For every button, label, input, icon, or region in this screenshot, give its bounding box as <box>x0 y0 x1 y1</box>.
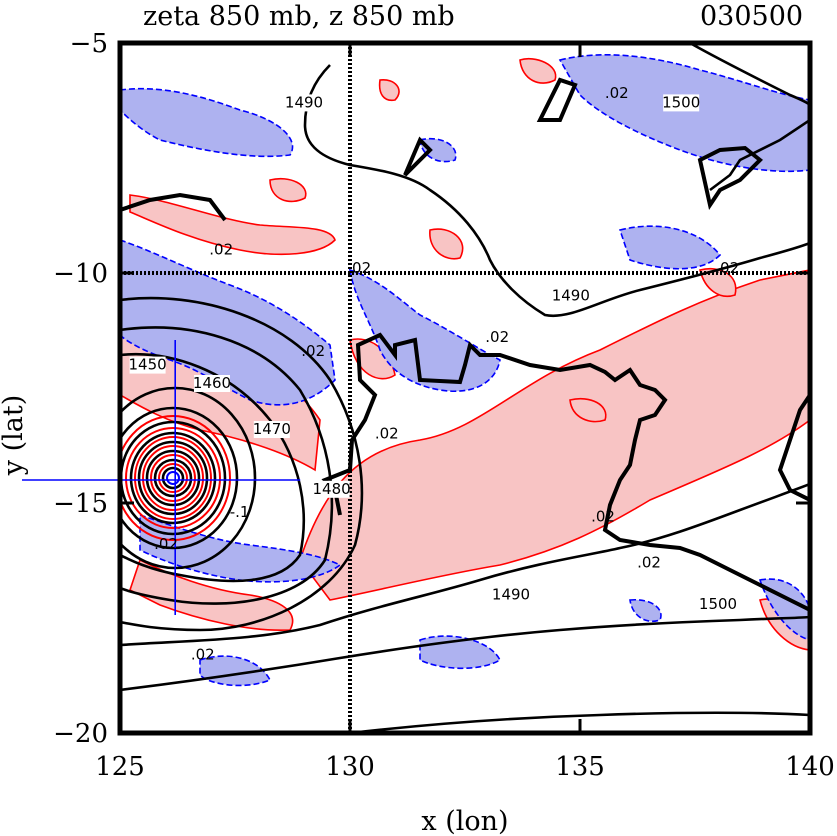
chart-title: zeta 850 mb, z 850 mb <box>143 1 455 32</box>
height-contour-label: 1490 <box>552 287 590 305</box>
height-contour-label: 1500 <box>699 595 737 613</box>
height-label-bg <box>129 356 166 374</box>
y-tick-label--10: −10 <box>53 259 108 289</box>
zeta-contour-label: .02 <box>347 259 371 277</box>
height-contour-labels: 1490 1500 1480 1470 1460 1450 1490 1490 1500 <box>129 93 737 613</box>
zeta-contour-label: -.1 <box>230 503 250 521</box>
zeta-contour-label: .02 <box>301 342 325 360</box>
zeta-contour-label: .02 <box>191 645 215 663</box>
chart-timestamp: 030500 <box>700 1 803 32</box>
zeta-contour-label: .02 <box>154 535 178 553</box>
x-tick-label-140: 140 <box>785 752 835 782</box>
zeta-contour-label: .02 <box>637 553 661 571</box>
vortex-core <box>120 415 231 541</box>
y-tick-label--15: −15 <box>53 489 108 519</box>
height-label-bg <box>286 94 322 112</box>
zeta-contour-label: .02 <box>715 259 739 277</box>
reference-lines <box>120 43 810 733</box>
positive-vorticity-fill <box>120 58 810 651</box>
y-axis-label: y (lat) <box>0 395 29 477</box>
x-axis-label: x (lon) <box>421 806 508 836</box>
x-tick-label-130: 130 <box>325 752 375 782</box>
y-tick-label--20: −20 <box>53 719 108 749</box>
negative-vorticity-fill <box>120 54 810 687</box>
axis-ticks: 125 130 135 140 −5 −10 −15 −20 <box>53 29 835 782</box>
height-contour-label: 1490 <box>492 586 530 604</box>
zeta-contour-labels: .02 .02 .02 .02 .02 .02 .02 .02 .02 .02 .02 -.1 <box>154 84 739 663</box>
plot-area: 1490 1500 1480 1470 1460 1450 1490 1490 1500 .02… <box>120 43 810 733</box>
y-tick-label--5: −5 <box>70 29 108 59</box>
height-label-bg <box>493 586 529 604</box>
x-tick-label-125: 125 <box>95 752 145 782</box>
coastline <box>120 77 810 612</box>
height-contour-label: 1480 <box>313 480 351 498</box>
height-label-bg <box>313 480 350 498</box>
zeta-contour-label: .02 <box>375 425 399 443</box>
height-label-bg <box>194 375 230 392</box>
zeta-contour-label: .02 <box>485 328 509 346</box>
height-contour-label: 1460 <box>193 374 231 392</box>
plot-frame <box>117 40 813 736</box>
storm-crosshair <box>120 340 301 615</box>
height-label-bg <box>700 595 736 613</box>
height-label-bg <box>663 94 700 112</box>
zeta-contour-label: .02 <box>591 507 615 525</box>
height-contour-label: 1490 <box>285 93 323 111</box>
height-label-bg <box>253 421 290 438</box>
vortex-center-marker <box>166 471 180 485</box>
height-contour-label: 1450 <box>129 356 167 374</box>
zeta-contour-label: .02 <box>209 241 233 259</box>
height-contour-label: 1470 <box>253 420 291 438</box>
height-label-bg <box>552 287 589 305</box>
zeta-contour-label: .02 <box>605 84 629 102</box>
height-contour-label: 1500 <box>662 93 700 111</box>
x-tick-label-135: 135 <box>555 752 605 782</box>
